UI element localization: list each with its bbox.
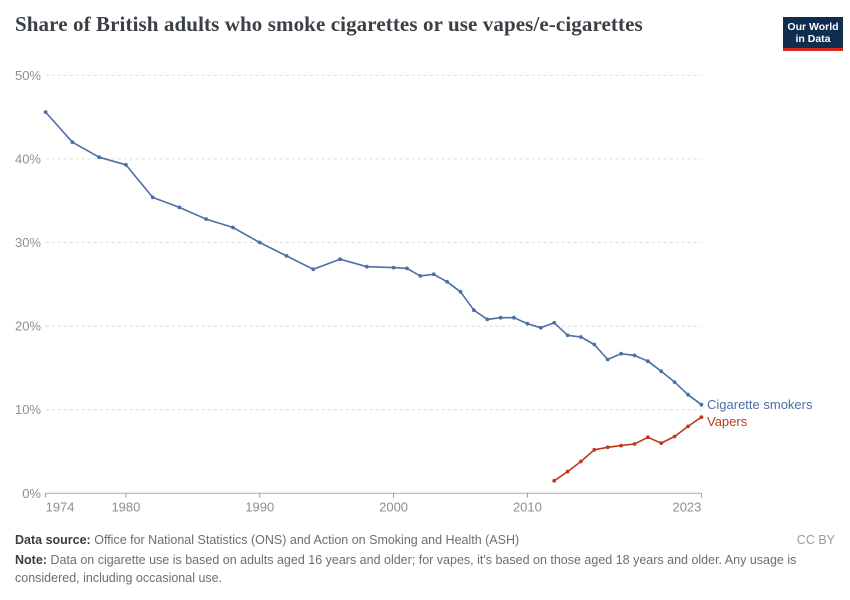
x-tick-label: 2000	[379, 499, 408, 514]
logo-line2: in Data	[795, 32, 831, 45]
data-point[interactable]	[485, 317, 490, 322]
x-tick-label: 2023	[672, 499, 701, 514]
data-point[interactable]	[565, 333, 570, 338]
data-point[interactable]	[405, 266, 409, 271]
data-point[interactable]	[659, 441, 664, 445]
chart-note: Note: Data on cigarette use is based on …	[15, 551, 833, 587]
data-point[interactable]	[619, 351, 623, 356]
vapers-line	[553, 416, 702, 482]
page-title: Share of British adults who smoke cigare…	[15, 12, 643, 36]
note-label: Note:	[15, 553, 47, 567]
data-point[interactable]	[418, 274, 423, 278]
chart-footer: Data source: Office for National Statist…	[15, 531, 835, 587]
data-point[interactable]	[686, 424, 690, 429]
data-point[interactable]	[579, 459, 583, 464]
data-point[interactable]	[672, 434, 677, 439]
data-point[interactable]	[552, 320, 557, 325]
data-source-text: Office for National Statistics (ONS) and…	[94, 533, 520, 547]
data-point[interactable]	[124, 162, 128, 167]
data-point[interactable]	[592, 447, 597, 452]
owid-logo[interactable]: Our World in Data	[783, 17, 843, 51]
data-point[interactable]	[686, 392, 690, 397]
y-tick-label: 30%	[15, 235, 41, 250]
note-text: Data on cigarette use is based on adults…	[15, 553, 797, 585]
data-point[interactable]	[579, 335, 583, 339]
data-point[interactable]	[204, 217, 209, 222]
data-point[interactable]	[498, 315, 503, 320]
data-point[interactable]	[231, 225, 235, 230]
data-point[interactable]	[646, 359, 650, 364]
data-point[interactable]	[538, 325, 543, 330]
data-point[interactable]	[525, 321, 530, 326]
data-source-label: Data source:	[15, 533, 91, 547]
x-tick-label: 2010	[513, 499, 542, 514]
data-point[interactable]	[364, 264, 369, 269]
data-point[interactable]	[619, 443, 623, 448]
data-point[interactable]	[552, 478, 557, 483]
y-tick-label: 50%	[15, 68, 41, 83]
license-badge[interactable]: CC BY	[796, 533, 835, 547]
data-point[interactable]	[338, 257, 342, 262]
data-point[interactable]	[592, 342, 597, 347]
data-point[interactable]	[391, 265, 396, 270]
data-point[interactable]	[632, 353, 637, 358]
data-point[interactable]	[605, 357, 610, 362]
data-point[interactable]	[43, 110, 48, 114]
data-point[interactable]	[70, 140, 75, 145]
data-point[interactable]	[659, 369, 664, 374]
data-point[interactable]	[699, 415, 704, 420]
data-point[interactable]	[431, 272, 436, 277]
data-point[interactable]	[311, 267, 316, 272]
data-point[interactable]	[512, 315, 516, 320]
data-point[interactable]	[177, 205, 182, 210]
data-point[interactable]	[472, 308, 476, 313]
data-point[interactable]	[632, 442, 637, 446]
data-point[interactable]	[284, 254, 289, 258]
cigarette-smokers-line	[45, 111, 702, 406]
data-source: Data source: Office for National Statist…	[15, 531, 519, 549]
x-tick-label: 1974	[46, 499, 75, 514]
data-point[interactable]	[672, 380, 677, 384]
data-point[interactable]	[458, 289, 463, 294]
x-tick-label: 1990	[245, 499, 274, 514]
data-point[interactable]	[605, 445, 610, 450]
data-point[interactable]	[257, 240, 262, 245]
data-point[interactable]	[565, 469, 570, 474]
x-tick-label: 1980	[111, 499, 140, 514]
data-point[interactable]	[699, 402, 704, 407]
y-tick-label: 0%	[22, 486, 41, 501]
data-point[interactable]	[97, 155, 101, 160]
logo-line1: Our World	[787, 20, 839, 33]
y-tick-label: 10%	[15, 402, 41, 417]
data-point[interactable]	[150, 195, 155, 200]
source-row: Data source: Office for National Statist…	[15, 531, 835, 549]
y-tick-label: 40%	[15, 151, 41, 166]
y-tick-label: 20%	[15, 319, 41, 334]
series-label-cigarette-smokers[interactable]: Cigarette smokers	[707, 397, 813, 412]
data-point[interactable]	[445, 279, 449, 284]
data-point[interactable]	[646, 435, 650, 440]
series-label-vapers[interactable]: Vapers	[707, 414, 748, 429]
